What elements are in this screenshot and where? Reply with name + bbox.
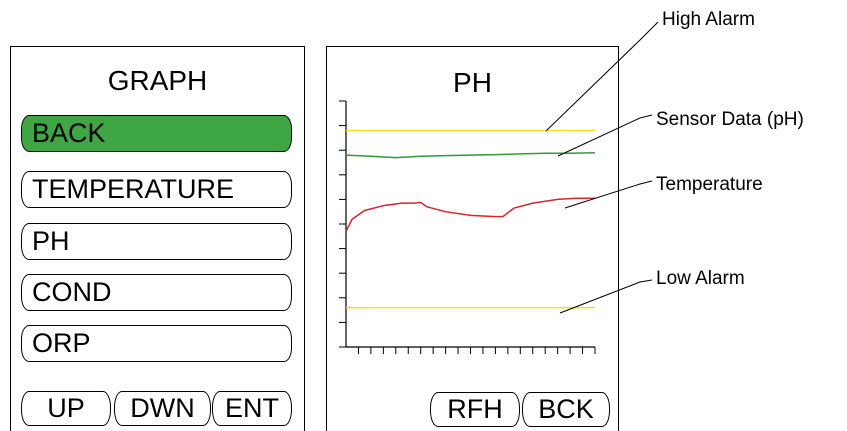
menu-item-orp[interactable]: ORP — [21, 325, 292, 362]
back-button[interactable]: BCK — [522, 392, 610, 427]
refresh-button[interactable]: RFH — [430, 392, 520, 427]
up-button[interactable]: UP — [21, 391, 111, 426]
menu-item-back[interactable]: BACK — [21, 115, 292, 152]
graph-screen-title: PH — [453, 67, 492, 98]
menu-item-temperature[interactable]: TEMPERATURE — [21, 171, 292, 208]
ph-graph-screen: PH RFH BCK — [326, 46, 619, 431]
high-alarm-label: High Alarm — [662, 9, 755, 30]
sensor-data-label: Sensor Data (pH) — [656, 109, 804, 130]
low-alarm-label: Low Alarm — [656, 268, 745, 289]
temperature-line — [345, 197, 595, 232]
menu-item-ph[interactable]: PH — [21, 223, 292, 260]
sensor-data-ph-line — [345, 151, 596, 159]
graph-menu-screen: GRAPH BACK TEMPERATURE PH COND ORP UP DW… — [10, 46, 305, 431]
menu-item-cond[interactable]: COND — [21, 274, 292, 311]
ph-chart — [339, 100, 596, 354]
temperature-label: Temperature — [656, 174, 763, 195]
enter-button[interactable]: ENT — [212, 391, 292, 426]
menu-screen-title: GRAPH — [107, 65, 208, 96]
down-button[interactable]: DWN — [114, 391, 211, 426]
